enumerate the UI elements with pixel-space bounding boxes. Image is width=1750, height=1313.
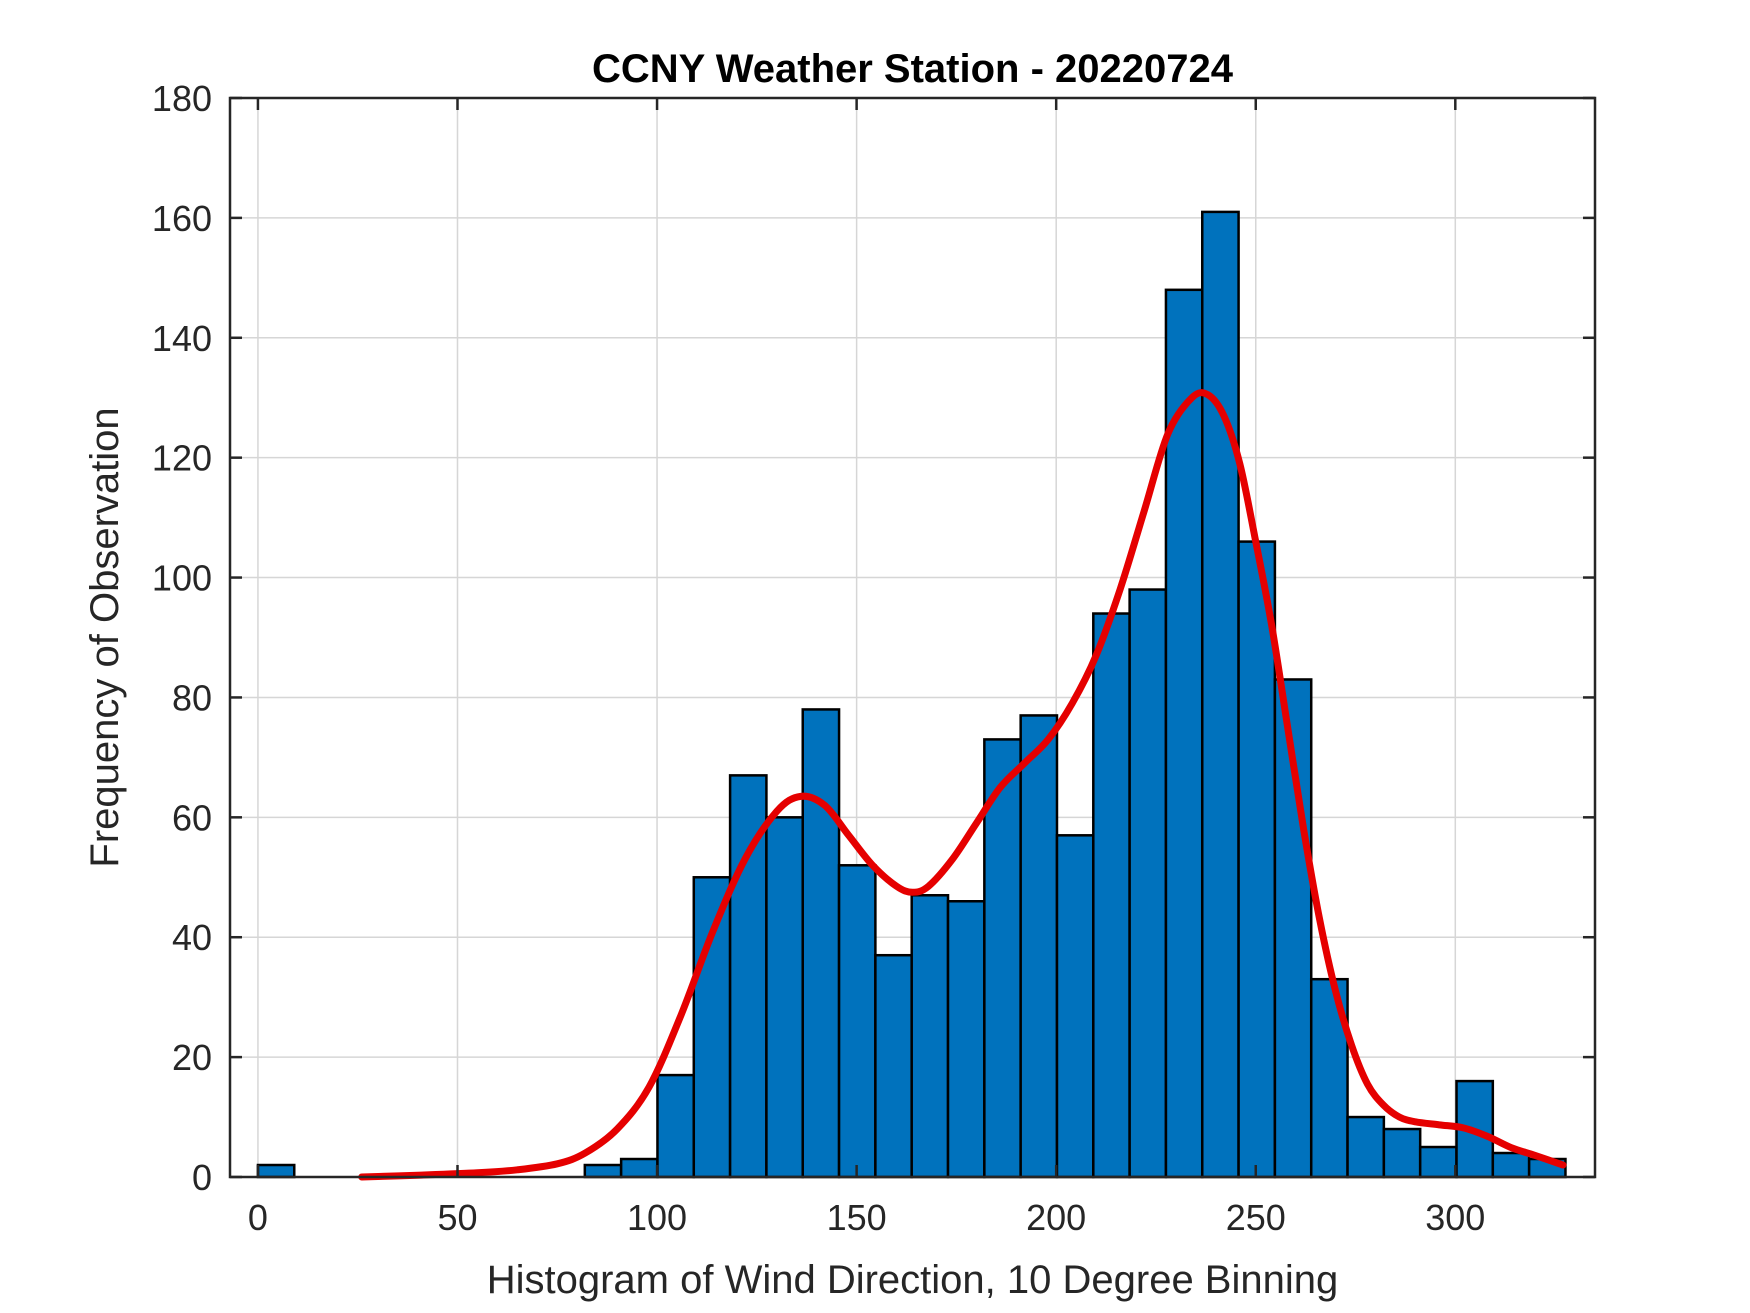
histogram-bar <box>1382 1127 1422 1179</box>
y-tick-label: 100 <box>152 558 212 599</box>
histogram-bar <box>801 708 841 1179</box>
histogram-bar <box>1418 1145 1458 1179</box>
x-tick-label: 100 <box>627 1197 687 1238</box>
histogram-bar <box>256 1163 296 1179</box>
histogram-bar <box>692 876 732 1179</box>
histogram-bar <box>1092 612 1131 1179</box>
histogram-bar <box>1019 714 1059 1179</box>
histogram-bar <box>1164 288 1204 1179</box>
x-tick-label: 200 <box>1026 1197 1086 1238</box>
histogram-bar <box>1491 1151 1531 1179</box>
histogram-bar <box>1128 588 1168 1179</box>
axes-box <box>228 96 1597 1179</box>
tick-marks <box>230 96 1595 1179</box>
y-tick-label: 180 <box>152 78 212 119</box>
histogram-bar <box>946 900 986 1179</box>
y-tick-label: 120 <box>152 438 212 479</box>
histogram-bar <box>619 1157 659 1179</box>
histogram-bar <box>583 1163 623 1179</box>
chart-title: CCNY Weather Station - 20220724 <box>592 47 1234 91</box>
histogram-bar <box>1055 834 1095 1179</box>
y-axis-title: Frequency of Observation <box>83 407 127 867</box>
x-tick-label: 300 <box>1425 1197 1485 1238</box>
histogram-bar <box>1346 1115 1386 1179</box>
fit-curve <box>358 389 1567 1181</box>
x-tick-label: 50 <box>437 1197 477 1238</box>
histogram-bar <box>656 1073 696 1179</box>
histogram-bar <box>874 953 913 1179</box>
y-tick-label: 80 <box>172 677 212 718</box>
histogram-bar <box>837 864 877 1179</box>
y-tick-label: 40 <box>172 917 212 958</box>
y-tick-label: 140 <box>152 318 212 359</box>
x-axis-title: Histogram of Wind Direction, 10 Degree B… <box>487 1258 1339 1302</box>
y-tick-label: 160 <box>152 198 212 239</box>
histogram-bar <box>1237 540 1277 1179</box>
y-tick-labels: 0 20 40 60 80 100 120 140 160 180 <box>152 78 212 1198</box>
y-tick-label: 60 <box>172 797 212 838</box>
histogram-bars <box>256 210 1567 1179</box>
histogram-bar <box>765 816 804 1179</box>
x-tick-label: 150 <box>827 1197 887 1238</box>
x-tick-label: 250 <box>1226 1197 1286 1238</box>
y-tick-label: 20 <box>172 1037 212 1078</box>
histogram-bar <box>1201 210 1240 1179</box>
x-tick-labels: 0 50 100 150 200 250 300 <box>248 1197 1485 1238</box>
y-tick-label: 0 <box>192 1157 212 1198</box>
fit-curve-layer <box>358 389 1567 1181</box>
x-tick-label: 0 <box>248 1197 268 1238</box>
histogram-bar <box>910 894 950 1179</box>
